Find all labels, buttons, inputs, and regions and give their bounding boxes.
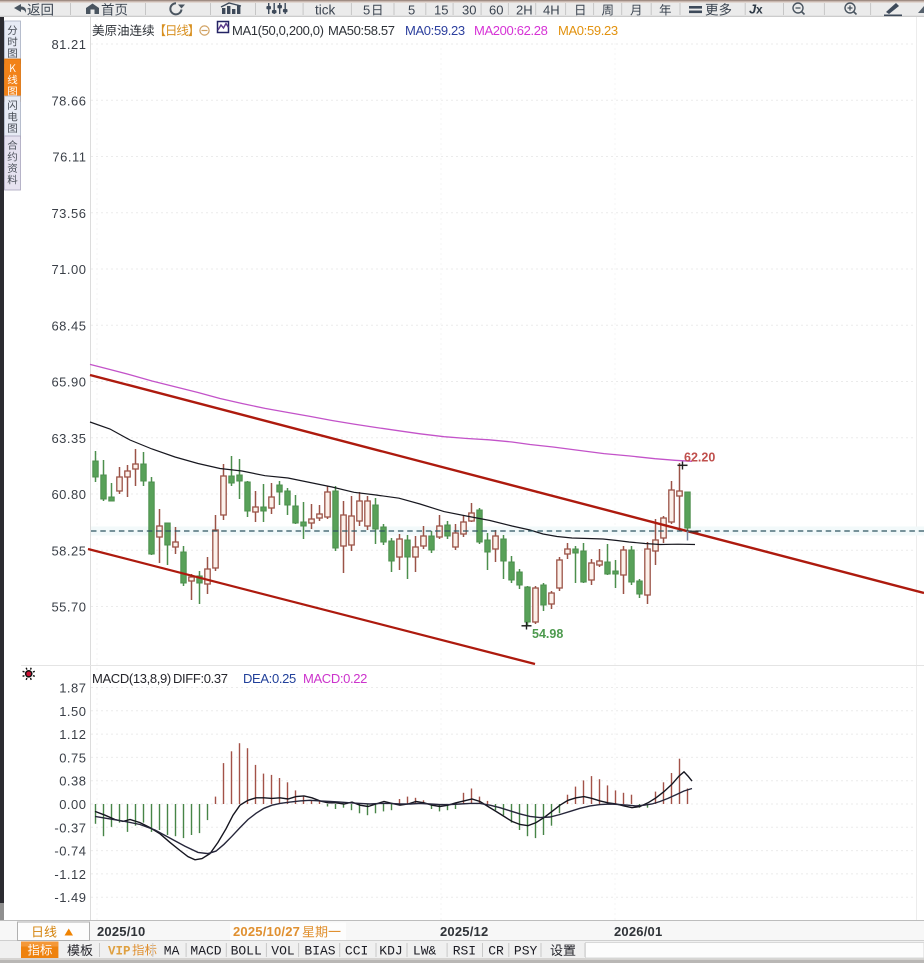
svg-text:-0.74: -0.74 [54,844,86,859]
svg-text:MA200:62.28: MA200:62.28 [474,23,548,38]
svg-text:78.66: 78.66 [51,93,86,108]
svg-text:30: 30 [462,3,476,18]
svg-text:4H: 4H [543,3,560,18]
svg-text:CCI: CCI [345,944,368,959]
svg-text:63.35: 63.35 [51,431,86,446]
svg-text:DIFF:0.37: DIFF:0.37 [173,671,228,686]
svg-text:0.00: 0.00 [59,797,86,812]
svg-text:LW&: LW& [413,944,437,959]
svg-text:60: 60 [489,3,503,18]
svg-text:73.56: 73.56 [51,206,86,221]
svg-text:MA1(50,0,200,0): MA1(50,0,200,0) [232,23,324,38]
svg-text:MACD:0.22: MACD:0.22 [303,671,367,686]
svg-text:1.87: 1.87 [59,681,86,696]
svg-text:62.20: 62.20 [684,451,715,465]
svg-text:58.25: 58.25 [51,543,86,558]
svg-text:tick: tick [315,3,336,18]
svg-text:60.80: 60.80 [51,487,86,502]
svg-text:DEA:0.25: DEA:0.25 [243,671,296,686]
svg-text:68.45: 68.45 [51,318,86,333]
svg-text:81.21: 81.21 [51,37,86,52]
svg-text:54.98: 54.98 [532,627,563,641]
svg-text:KDJ: KDJ [379,944,402,959]
svg-text:MA50:58.57: MA50:58.57 [328,23,395,38]
svg-text:PSY: PSY [514,944,538,959]
svg-text:VIP: VIP [108,945,131,959]
svg-text:2H: 2H [516,3,533,18]
svg-text:BOLL: BOLL [231,944,262,959]
svg-text:71.00: 71.00 [51,262,86,277]
svg-text:-0.37: -0.37 [54,820,86,835]
svg-text:VOL: VOL [271,944,294,959]
svg-text:RSI: RSI [453,944,476,959]
svg-text:65.90: 65.90 [51,375,86,390]
svg-text:CR: CR [488,944,504,959]
svg-text:2026/01: 2026/01 [614,924,662,939]
svg-text:MA0:59.23: MA0:59.23 [558,23,618,38]
svg-text:x: x [756,3,763,17]
svg-text:-1.49: -1.49 [54,890,86,905]
svg-text:2025/12: 2025/12 [440,924,488,939]
svg-text:15: 15 [434,3,448,18]
svg-text:-1.12: -1.12 [54,867,86,882]
svg-text:55.70: 55.70 [51,600,86,615]
svg-text:BIAS: BIAS [304,944,335,959]
svg-text:2025/10: 2025/10 [97,924,145,939]
svg-text:MACD(13,8,9): MACD(13,8,9) [92,671,171,686]
svg-text:5: 5 [363,3,370,18]
svg-text:0.75: 0.75 [59,750,86,765]
svg-text:5: 5 [408,3,415,18]
svg-text:1.12: 1.12 [59,727,86,742]
svg-text:MA0:59.23: MA0:59.23 [405,23,465,38]
svg-text:0.38: 0.38 [59,774,86,789]
svg-text:1.50: 1.50 [59,704,86,719]
svg-text:MACD: MACD [190,944,221,959]
svg-text:76.11: 76.11 [52,150,86,165]
svg-text:2025/10/27: 2025/10/27 [233,924,300,939]
svg-text:MA: MA [164,944,180,959]
